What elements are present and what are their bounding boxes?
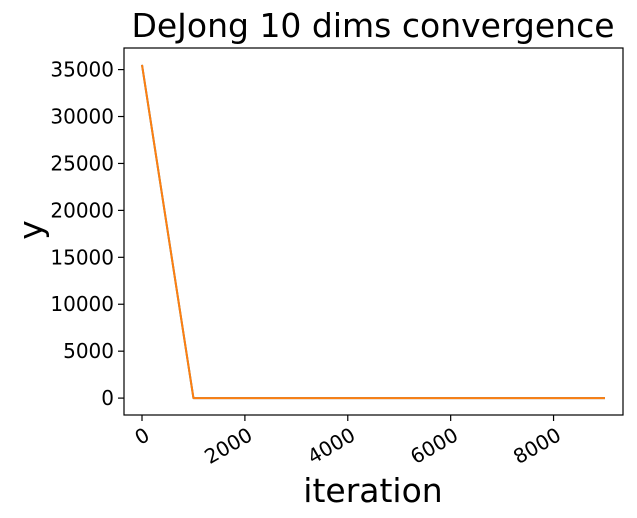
y-axis-label: y	[11, 220, 50, 240]
y-tick-label: 30000	[50, 105, 114, 129]
y-tick-label: 10000	[50, 292, 114, 316]
y-tick-label: 5000	[63, 339, 114, 363]
series-layer	[141, 64, 605, 400]
plot-frame	[123, 47, 624, 416]
y-tick-label: 25000	[50, 151, 114, 175]
x-axis-label: iteration	[303, 471, 442, 510]
y-tick-label: 0	[101, 386, 114, 410]
series-line-2	[141, 64, 605, 400]
y-tick-label: 35000	[50, 58, 114, 82]
y-axis-ticks: 0 5000 10000 15000 20000 25000 30000 35000	[50, 58, 124, 410]
y-tick-label: 20000	[50, 198, 114, 222]
chart-title: DeJong 10 dims convergence	[131, 6, 614, 45]
y-tick-label: 15000	[50, 245, 114, 269]
